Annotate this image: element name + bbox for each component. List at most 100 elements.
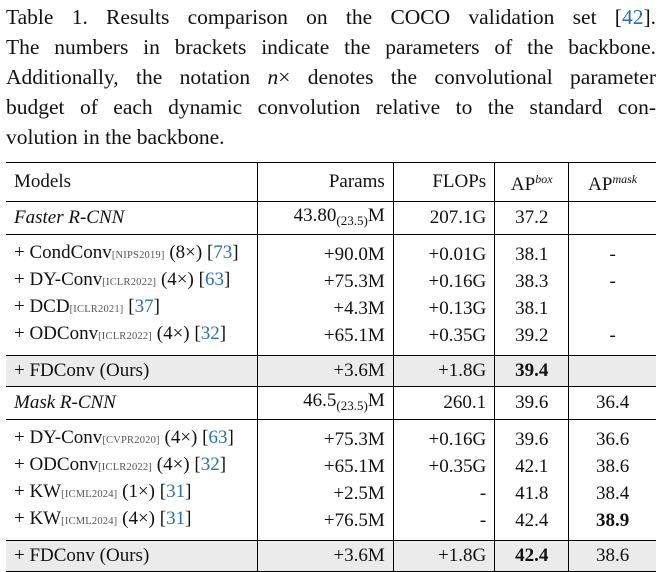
caption-text: ]. <box>643 5 656 29</box>
table-row: + KW[ICML2024] (4×) [31] +76.5M - 42.4 3… <box>6 507 656 541</box>
model-cell: + ODConv[ICLR2022] (4×) [32] <box>6 322 259 356</box>
citation-link[interactable]: 37 <box>134 296 154 317</box>
model-cell: + KW[ICML2024] (4×) [31] <box>6 507 259 541</box>
ap-mask-cell: - <box>568 234 656 268</box>
bracket: ] <box>185 508 192 529</box>
budget: (1×) [ <box>117 481 167 502</box>
ap-mask-cell: - <box>609 324 616 346</box>
bracket: ] <box>185 481 192 502</box>
model-cell: + FDConv (Ours) <box>6 540 259 572</box>
flops-cell: +0.01G <box>393 234 496 268</box>
baseline-ap-box: 37.2 <box>494 201 570 235</box>
header-row: Models Params FLOPs APbox APmask <box>6 162 656 202</box>
model-name: + KW <box>14 508 62 529</box>
ap-label: AP <box>510 174 536 195</box>
citation-link[interactable]: 31 <box>166 508 186 529</box>
model-name: + ODConv <box>14 323 99 344</box>
results-table: Models Params FLOPs APbox APmask Faster … <box>6 162 656 572</box>
budget: (4×) [ <box>152 323 201 344</box>
model-name: + CondConv <box>14 242 112 263</box>
params-unit: M <box>367 204 385 226</box>
ap-box-cell: 38.3 <box>494 268 570 295</box>
flops-cell: +0.35G <box>393 322 496 356</box>
venue-tag: [ICLR2022] <box>98 462 153 473</box>
table-row: + ODConv[ICLR2022] (4×) [32] +65.1M +0.3… <box>6 453 656 480</box>
ap-box-cell: 42.1 <box>494 453 570 480</box>
ap-mask-cell: 38.4 <box>596 482 630 504</box>
table-row: + CondConv[NIPS2019] (8×) [73] +90.0M +0… <box>6 234 656 268</box>
ap-mask-cell: 38.9 <box>596 509 630 531</box>
citation-link[interactable]: 31 <box>166 481 186 502</box>
baseline-name: Mask R-CNN <box>6 386 259 420</box>
budget: (4×) [ <box>152 454 201 475</box>
bracket: ] <box>219 454 227 475</box>
flops-cell: +0.16G <box>393 419 496 453</box>
params-cell: +65.1M <box>257 453 394 480</box>
table-row: + DY-Conv[ICLR2022] (4×) [63] +75.3M +0.… <box>6 268 656 295</box>
header-ap-box: APbox <box>494 162 570 202</box>
ours-row-faster: + FDConv (Ours) +3.6M +1.8G 39.4 <box>6 355 656 387</box>
params-cell: +76.5M <box>257 507 394 541</box>
baseline-ap-mask <box>569 202 656 235</box>
params-sub: (23.5) <box>336 397 368 413</box>
venue-tag: [ICLR2021] <box>69 304 124 315</box>
header-flops: FLOPs <box>393 162 496 202</box>
ap-mask-cell: 38.6 <box>568 540 656 572</box>
params-unit: M <box>367 389 385 411</box>
bracket: ] <box>223 269 231 290</box>
budget: (4×) [ <box>159 427 209 448</box>
ap-mask-cell: 36.6 <box>568 419 656 453</box>
params-cell: +75.3M <box>257 419 394 453</box>
model-cell: + FDConv (Ours) <box>6 355 259 387</box>
ap-box-cell: 39.2 <box>494 322 570 356</box>
ap-box-cell: 39.6 <box>494 419 570 453</box>
model-name: + KW <box>14 481 62 502</box>
citation-link[interactable]: 73 <box>213 242 233 263</box>
citation-link[interactable]: 42 <box>621 5 644 29</box>
ap-box-cell: 38.1 <box>494 295 570 322</box>
flops-cell: +0.35G <box>393 453 496 480</box>
model-cell: + DY-Conv[ICLR2022] (4×) [63] <box>6 268 259 295</box>
ap-box-cell: 42.4 <box>494 507 570 541</box>
venue-tag: [CVPR2020] <box>102 435 160 446</box>
flops-cell: +1.8G <box>393 540 496 572</box>
baseline-ap-box: 39.6 <box>494 386 570 420</box>
table-row: + ODConv[ICLR2022] (4×) [32] +65.1M +0.3… <box>6 322 656 356</box>
ap-sup: box <box>535 172 553 186</box>
baseline-params: 43.80(23.5)M <box>257 201 394 235</box>
ap-box-cell: 38.1 <box>494 234 570 268</box>
flops-cell: +0.16G <box>393 268 496 295</box>
header-params: Params <box>257 162 394 202</box>
model-name: + DY-Conv <box>14 427 103 448</box>
citation-link[interactable]: 63 <box>208 427 228 448</box>
table-caption: Table 1. Results comparison on the COCO … <box>6 2 656 152</box>
model-cell: + DY-Conv[CVPR2020] (4×) [63] <box>6 419 259 453</box>
model-cell: + CondConv[NIPS2019] (8×) [73] <box>6 234 259 268</box>
model-name: + DY-Conv <box>14 269 103 290</box>
caption-line-5: volution in the backbone. <box>6 125 225 149</box>
budget: [ <box>123 296 135 317</box>
citation-link[interactable]: 32 <box>200 323 220 344</box>
flops-cell: +0.13G <box>393 295 496 322</box>
caption-text: Additionally, the notation <box>6 65 268 89</box>
citation-link[interactable]: 32 <box>200 454 220 475</box>
ours-row-mask: + FDConv (Ours) +3.6M +1.8G 42.4 38.6 <box>6 540 656 572</box>
ap-box-cell: 39.4 <box>494 355 570 387</box>
baseline-name: Faster R-CNN <box>6 201 259 235</box>
params-cell: +4.3M <box>257 295 394 322</box>
baseline-row-mask: Mask R-CNN 46.5(23.5)M 260.1 39.6 36.4 <box>6 386 656 420</box>
caption-line-4: budget of each dynamic convolution relat… <box>6 95 656 119</box>
flops-cell: - <box>393 480 496 507</box>
bracket: ] <box>227 427 234 448</box>
params-main: 46.5 <box>303 389 337 411</box>
budget: (4×) [ <box>156 269 205 290</box>
citation-link[interactable]: 63 <box>204 269 224 290</box>
ap-label: AP <box>588 174 613 195</box>
bracket: ] <box>219 323 227 344</box>
ap-mask-cell: - <box>609 270 616 292</box>
bracket: ] <box>232 242 239 263</box>
params-cell: +75.3M <box>257 268 394 295</box>
caption-line-1: Table 1. Results comparison on the COCO … <box>6 2 656 32</box>
caption-text: × denotes the convolutional parameter <box>278 65 656 89</box>
header-models: Models <box>6 162 259 202</box>
